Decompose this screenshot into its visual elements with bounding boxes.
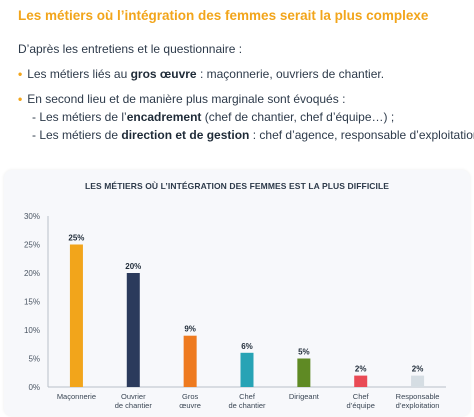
y-tick-label: 10% [24, 326, 40, 335]
bar [69, 244, 83, 387]
x-tick-label: Chef d’équipe [347, 392, 375, 410]
y-tick-label: 15% [24, 298, 40, 307]
sub-item-encadrement: - Les métiers de l’encadrement (chef de … [18, 108, 458, 126]
sub2-text-pre: - Les métiers de [32, 128, 122, 142]
x-tick-label: Gros œuvre [179, 392, 201, 410]
y-tick-label: 30% [24, 212, 40, 221]
sub1-bold: encadrement [126, 110, 202, 124]
bullet1-bold: gros œuvre [130, 67, 197, 81]
bar [183, 335, 197, 387]
bar-value-label: 25% [68, 234, 84, 243]
bullet2-text: En second lieu et de manière plus margin… [27, 92, 346, 106]
bullet-marker: • [18, 92, 23, 106]
x-tick-label: Chef de chantier [228, 392, 266, 410]
sub2-text-post: : chef d’agence, responsable d’exploitat… [249, 128, 474, 142]
page-title: Les métiers où l’intégration des femmes … [18, 8, 429, 23]
chart-title: LES MÉTIERS OÙ L’INTÉGRATION DES FEMMES … [84, 181, 390, 191]
bullet-marker: • [18, 67, 23, 81]
sub1-text-pre: - Les métiers de l’ [32, 110, 127, 124]
bar [126, 273, 140, 387]
x-tick-label: Responsable d’exploitation [396, 392, 440, 410]
y-tick-label: 20% [24, 269, 40, 278]
bullet1-text-pre: Les métiers liés au [27, 67, 131, 81]
bar [354, 375, 368, 387]
x-tick-label: Dirigeant [289, 392, 320, 401]
bar-value-label: 20% [125, 262, 141, 271]
sub1-text-post: (chef de chantier, chef d’équipe…) ; [201, 110, 395, 124]
x-tick-label: Ouvrier de chantier [115, 392, 153, 410]
sub2-bold: direction et de gestion [121, 128, 250, 142]
sub-item-direction: - Les métiers de direction et de gestion… [18, 126, 474, 144]
bar-value-label: 2% [412, 365, 424, 374]
bar-value-label: 6% [241, 342, 253, 351]
bullet-gros-oeuvre: • Les métiers liés au gros œuvre : maçonn… [18, 65, 458, 83]
bullet1-text-post: : maçonnerie, ouvriers de chantier. [196, 67, 385, 81]
bullet-second-place: • En second lieu et de manière plus margi… [18, 90, 458, 108]
bar [297, 358, 311, 387]
bar [240, 352, 254, 387]
bar-value-label: 2% [355, 365, 367, 374]
x-tick-label: Maçonnerie [57, 392, 96, 401]
bar [411, 375, 425, 387]
y-tick-label: 25% [24, 241, 40, 250]
intro-line: D’après les entretiens et le questionnai… [18, 42, 243, 56]
y-tick-label: 5% [28, 355, 40, 364]
bar-value-label: 5% [298, 348, 310, 357]
bar-value-label: 9% [184, 325, 196, 334]
y-tick-label: 0% [28, 383, 40, 392]
intro-text-block: D’après les entretiens et le questionnai… [18, 40, 474, 144]
